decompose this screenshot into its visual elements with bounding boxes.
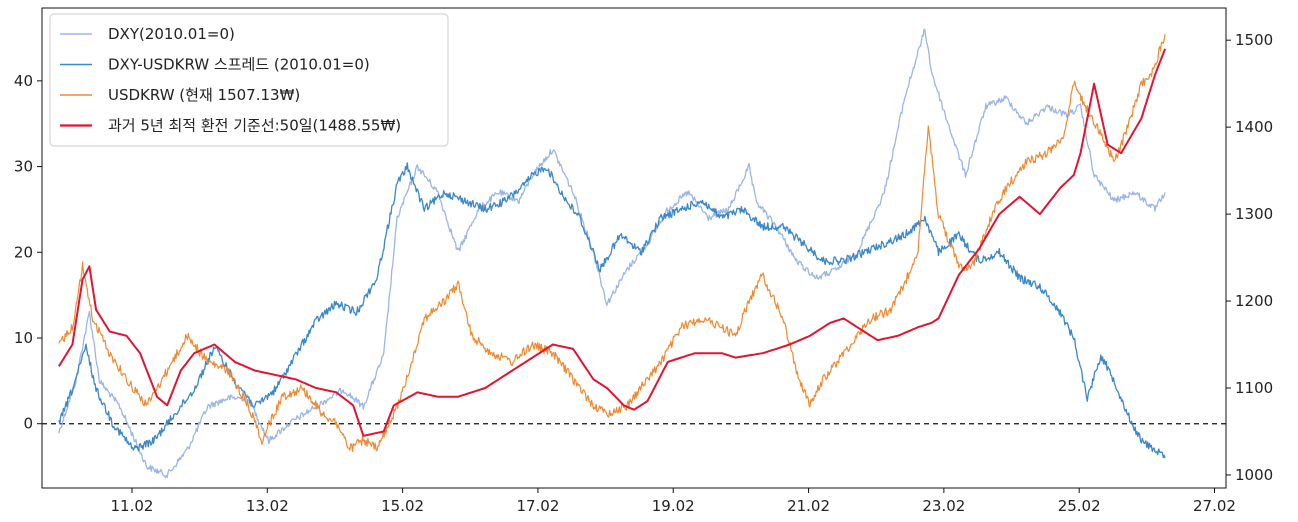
y-right-tick-label: 1100 [1235, 379, 1273, 397]
y-left-tick-label: 20 [14, 243, 33, 261]
y-left-tick-label: 40 [14, 72, 33, 90]
legend-label-2: DXY-USDKRW 스프레드 (2010.01=0) [108, 56, 370, 74]
legend-label-3: USDKRW (현재 1507.13₩) [108, 86, 300, 104]
x-tick-label: 25.02 [1058, 497, 1101, 515]
legend-label-1: DXY(2010.01=0) [108, 25, 235, 43]
y-right-tick-label: 1000 [1235, 466, 1273, 484]
x-tick-label: 27.02 [1193, 497, 1236, 515]
series-line-4 [58, 48, 1167, 437]
x-tick-label: 23.02 [922, 497, 965, 515]
y-left-tick-label: 0 [23, 415, 33, 433]
x-tick-label: 15.02 [381, 497, 424, 515]
x-tick-label: 17.02 [516, 497, 559, 515]
x-tick-label: 19.02 [652, 497, 695, 515]
y-right-tick-label: 1200 [1235, 292, 1273, 310]
x-tick-label: 11.02 [111, 497, 154, 515]
legend-label-4: 과거 5년 최적 환전 기준선:50일(1488.55₩) [108, 117, 401, 135]
y-right-tick-label: 1300 [1235, 205, 1273, 223]
y-left-tick-label: 30 [14, 158, 33, 176]
y-left-tick-label: 10 [14, 329, 33, 347]
x-tick-label: 21.02 [787, 497, 830, 515]
plot-frame [41, 7, 1227, 489]
y-right-tick-label: 1400 [1235, 118, 1273, 136]
y-right-tick-label: 1500 [1235, 31, 1273, 49]
x-tick-label: 13.02 [246, 497, 289, 515]
legend-box [49, 13, 449, 147]
